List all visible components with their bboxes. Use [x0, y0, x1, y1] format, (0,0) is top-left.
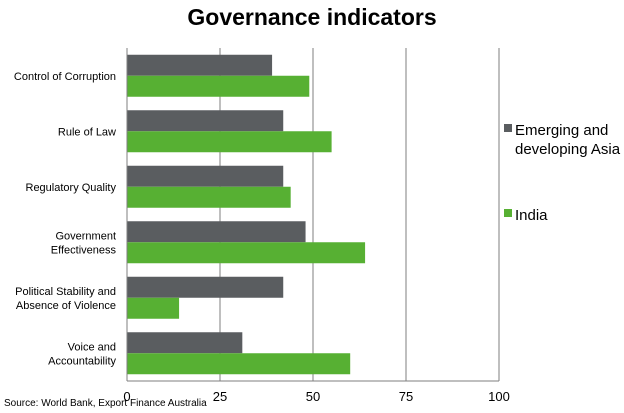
category-label: Accountability	[48, 355, 116, 367]
x-tick-label: 75	[399, 389, 413, 404]
category-label: Effectiveness	[51, 244, 117, 256]
chart-title: Governance indicators	[187, 4, 437, 30]
bar	[127, 165, 284, 187]
x-tick-label: 50	[306, 389, 320, 404]
legend-label: India	[515, 207, 548, 224]
bar	[127, 54, 273, 76]
category-label: Political Stability and	[15, 286, 116, 298]
bar	[127, 221, 306, 243]
bar	[127, 186, 291, 208]
legend-label: developing Asia	[515, 141, 621, 158]
bar	[127, 332, 243, 354]
bar	[127, 131, 332, 153]
legend: Emerging and developing Asia India	[504, 122, 621, 224]
x-tick-label: 25	[213, 389, 227, 404]
category-label: Control of Corruption	[14, 71, 116, 83]
category-label: Regulatory Quality	[26, 182, 117, 194]
category-labels: Control of Corruption Rule of Law Regulato…	[14, 71, 117, 368]
category-label: Voice and	[68, 341, 116, 353]
bar	[127, 110, 284, 132]
category-label: Absence of Violence	[16, 300, 116, 312]
bar	[127, 276, 284, 298]
legend-swatch	[504, 124, 512, 132]
bar	[127, 75, 310, 97]
axes: 0 25 50 75 100	[123, 48, 510, 404]
x-tick-label: 0	[123, 389, 130, 404]
bar	[127, 353, 351, 375]
bars	[127, 54, 366, 375]
source-note: Source: World Bank, Export Finance Austr…	[4, 398, 207, 409]
gridlines	[219, 48, 500, 381]
category-label: Government	[55, 230, 116, 242]
category-label: Rule of Law	[58, 126, 116, 138]
x-tick-label: 100	[488, 389, 510, 404]
bar	[127, 242, 366, 264]
legend-swatch	[504, 209, 512, 217]
legend-label: Emerging and	[515, 122, 608, 139]
bar	[127, 297, 180, 319]
